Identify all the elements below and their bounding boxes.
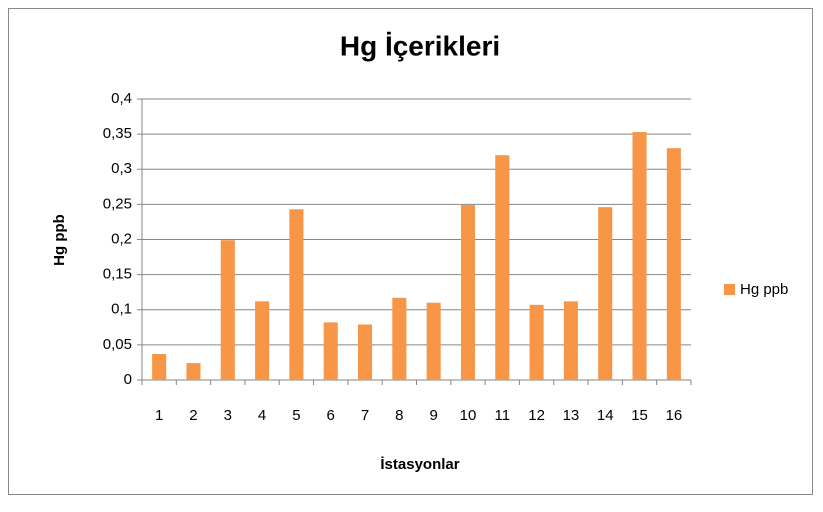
- bar: [632, 132, 647, 380]
- y-tick-label: 0,15: [103, 266, 132, 283]
- x-tick-label: 12: [528, 407, 545, 424]
- bar: [598, 207, 613, 380]
- bar: [529, 304, 544, 380]
- bar: [426, 302, 441, 380]
- bar: [460, 205, 476, 380]
- y-tick-label: 0,3: [111, 160, 132, 177]
- bar: [323, 322, 338, 380]
- x-tick-label: 9: [429, 407, 437, 424]
- y-tick-label: 0,1: [111, 301, 132, 318]
- y-tick-label: 0,4: [111, 90, 132, 107]
- x-tick-label: 3: [224, 407, 232, 424]
- y-tick-label: 0,2: [111, 230, 132, 247]
- y-axis-label: Hg ppb: [51, 214, 68, 266]
- x-tick-label: 16: [666, 407, 683, 424]
- x-tick-label: 8: [395, 407, 403, 424]
- legend-swatch: [724, 284, 735, 295]
- bar: [186, 363, 201, 380]
- x-tick-label: 15: [631, 407, 648, 424]
- x-tick-label: 13: [563, 407, 580, 424]
- y-tick-label: 0,05: [103, 336, 132, 353]
- x-axis-label: İstasyonlar: [380, 456, 459, 473]
- bar: [392, 297, 407, 380]
- bar: [220, 240, 235, 380]
- x-tick-label: 4: [258, 407, 266, 424]
- y-tick-label: 0,35: [103, 125, 132, 142]
- x-tick-label: 2: [189, 407, 197, 424]
- bar: [152, 354, 167, 380]
- x-tick-label: 7: [361, 407, 369, 424]
- y-tick-label: 0: [124, 371, 132, 388]
- bar: [255, 301, 270, 380]
- chart-border: [8, 8, 813, 495]
- y-tick-label: 0,25: [103, 195, 132, 212]
- bar: [357, 324, 373, 380]
- bar: [563, 301, 578, 380]
- x-tick-label: 11: [494, 407, 510, 424]
- x-tick-label: 10: [460, 407, 477, 424]
- x-tick-label: 14: [597, 407, 614, 424]
- x-tick-label: 6: [327, 407, 335, 424]
- x-tick-label: 1: [155, 407, 163, 424]
- x-tick-label: 5: [292, 407, 300, 424]
- bar: [666, 148, 681, 380]
- legend-label: Hg ppb: [740, 281, 788, 298]
- bar: [289, 209, 304, 380]
- chart-title: Hg İçerikleri: [340, 30, 500, 61]
- bar: [495, 155, 510, 380]
